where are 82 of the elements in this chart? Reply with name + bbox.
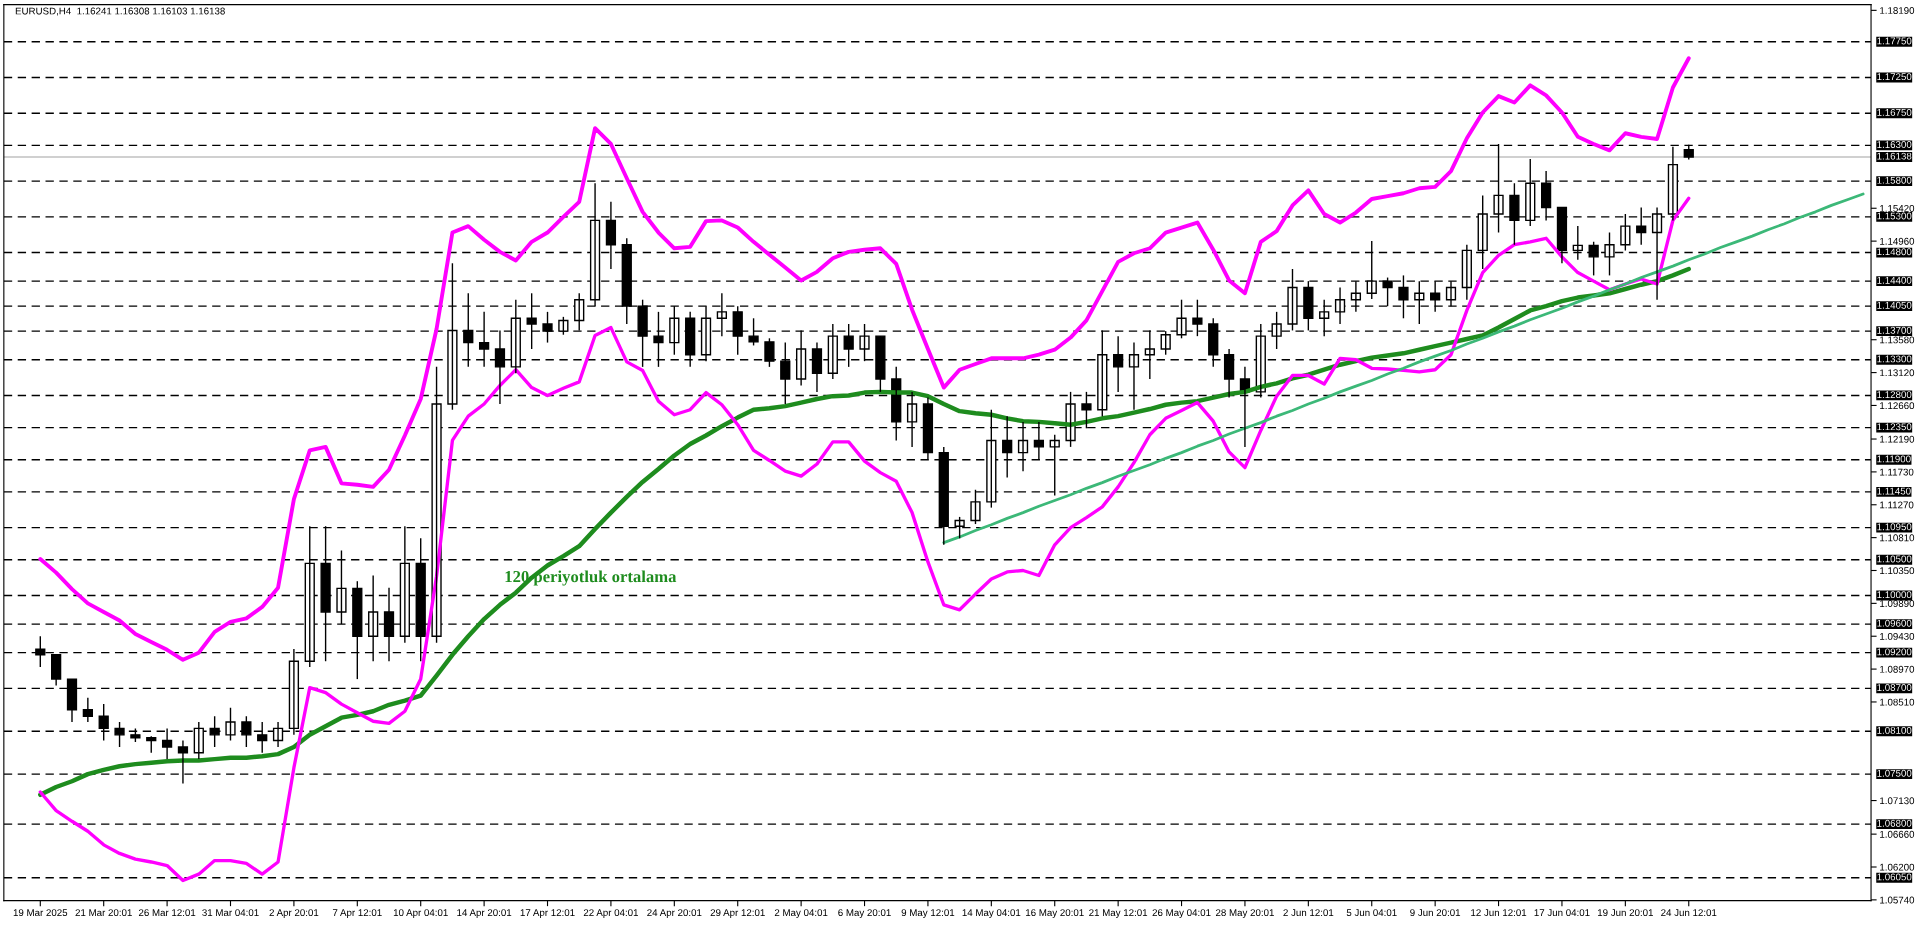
x-tick-label: 22 Apr 04:01: [583, 909, 639, 918]
y-tick-label: 1.10810: [1880, 534, 1915, 542]
ref-line-label: 1.08100: [1877, 726, 1912, 734]
ref-line-label: 1.15800: [1877, 176, 1912, 184]
x-tick-label: 10 Apr 04:01: [393, 909, 448, 918]
ref-line-label: 1.13300: [1877, 355, 1912, 363]
x-tick-label: 9 Jun 20:01: [1410, 909, 1461, 917]
ref-line-label: 1.13700: [1877, 326, 1912, 334]
ref-line-label: 1.11450: [1877, 487, 1911, 495]
ref-line-label: 1.14800: [1877, 248, 1912, 256]
y-tick-label: 1.18190: [1880, 7, 1915, 14]
ref-line-label: 1.07500: [1877, 769, 1912, 777]
x-tick-label: 2 May 04:01: [774, 909, 828, 918]
ref-line-label: 1.12350: [1877, 423, 1912, 431]
x-tick-label: 26 Mar 12:01: [138, 909, 196, 917]
y-tick-label: 1.10350: [1880, 567, 1915, 575]
y-tick-label: 1.14960: [1880, 237, 1915, 245]
y-tick-label: 1.12660: [1880, 402, 1915, 410]
y-tick-label: 1.06660: [1880, 830, 1915, 838]
ref-line-label: 1.11900: [1877, 455, 1911, 463]
x-tick-label: 24 Apr 20:01: [647, 909, 702, 918]
x-tick-label: 19 Jun 20:01: [1597, 909, 1653, 917]
line-series: [38, 266, 1691, 798]
y-tick-label: 1.07130: [1880, 797, 1915, 805]
y-tick-label: 1.05740: [1880, 896, 1915, 904]
y-tick-label: 1.09430: [1880, 632, 1915, 640]
x-tick-label: 17 Jun 04:01: [1534, 909, 1590, 917]
x-tick-label: 17 Apr 12:01: [520, 909, 575, 918]
x-tick-label: 2 Jun 12:01: [1283, 909, 1334, 917]
x-tick-label: 5 Jun 04:01: [1346, 909, 1397, 917]
ref-line-label: 1.10000: [1877, 591, 1912, 599]
y-tick-label: 1.11730: [1880, 468, 1914, 476]
candlestick: [114, 721, 125, 748]
x-tick-label: 26 May 04:01: [1152, 909, 1211, 918]
candlestick: [1398, 274, 1409, 319]
line-series: [38, 196, 1691, 883]
ref-line-label: 1.10500: [1877, 555, 1912, 563]
x-tick-label: 24 Jun 12:01: [1661, 909, 1717, 917]
x-tick-label: 19 Mar 2025: [13, 909, 68, 917]
ref-line-label: 1.17750: [1877, 37, 1912, 45]
line-series: [38, 56, 1691, 662]
y-tick-label: 1.13120: [1880, 369, 1915, 377]
x-tick-label: 29 Apr 12:01: [710, 909, 765, 918]
ref-line-label: 1.16138: [1877, 152, 1912, 160]
ref-line-label: 1.17250: [1877, 73, 1912, 81]
y-tick-label: 1.13580: [1880, 336, 1915, 344]
x-tick-label: 7 Apr 12:01: [332, 909, 382, 918]
ref-line-label: 1.09600: [1877, 619, 1912, 627]
x-tick-label: 12 Jun 12:01: [1471, 909, 1527, 917]
candlestick: [843, 323, 854, 368]
ref-line-label: 1.14050: [1877, 301, 1912, 309]
candlestick: [225, 706, 236, 742]
y-tick-label: 1.11270: [1880, 501, 1914, 509]
x-tick-label: 2 Apr 20:01: [269, 909, 319, 918]
y-tick-label: 1.06200: [1880, 863, 1915, 871]
line-series: [942, 192, 1865, 545]
ref-line-label: 1.14400: [1877, 276, 1912, 284]
y-tick-label: 1.08970: [1880, 665, 1915, 673]
annotation: 120 periyotluk ortalama: [505, 570, 677, 586]
x-tick-label: 14 May 04:01: [962, 909, 1021, 918]
ref-line-label: 1.06800: [1877, 819, 1912, 827]
ref-line-label: 1.06050: [1877, 873, 1912, 881]
x-tick-label: 16 May 20:01: [1026, 909, 1084, 918]
ref-line-label: 1.16300: [1877, 141, 1912, 148]
x-tick-label: 9 May 12:01: [901, 909, 955, 918]
chart-title: EURUSD,H4 1.16241 1.16308 1.16103 1.16138: [15, 7, 225, 16]
x-tick-label: 21 Mar 20:01: [75, 909, 132, 917]
ref-line-label: 1.15300: [1877, 212, 1912, 220]
x-tick-label: 28 May 20:01: [1215, 909, 1274, 918]
x-tick-label: 6 May 20:01: [838, 909, 891, 918]
ref-line-label: 1.09200: [1877, 648, 1912, 656]
y-tick-label: 1.12190: [1880, 435, 1915, 443]
ref-line-label: 1.10950: [1877, 523, 1912, 531]
ref-line-label: 1.16750: [1877, 108, 1912, 116]
ref-line-label: 1.12800: [1877, 391, 1912, 399]
x-tick-label: 14 Apr 20:01: [457, 909, 512, 918]
ref-line-label: 1.08700: [1877, 684, 1912, 691]
x-tick-label: 31 Mar 04:01: [202, 909, 259, 917]
y-tick-label: 1.09890: [1880, 600, 1915, 607]
x-tick-label: 21 May 12:01: [1089, 909, 1148, 918]
y-tick-label: 1.08510: [1880, 698, 1915, 706]
y-tick-label: 1.15420: [1880, 204, 1915, 212]
